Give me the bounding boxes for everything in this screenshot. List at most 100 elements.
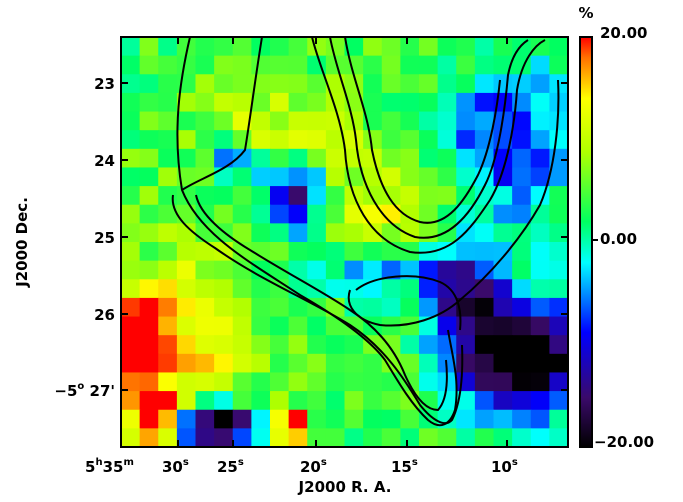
heatmap-cell [176, 148, 197, 169]
heatmap-cell [474, 55, 495, 75]
heatmap-cell [325, 335, 346, 355]
heatmap-cell [474, 111, 495, 131]
heatmap-cell [512, 279, 532, 299]
heatmap-cell [214, 92, 234, 113]
heatmap-cell [158, 242, 178, 262]
heatmap-cell [474, 391, 495, 411]
heatmap-cell [400, 148, 420, 169]
heatmap-cell [158, 391, 178, 411]
heatmap-cell [344, 391, 364, 411]
heatmap-cell [530, 372, 550, 392]
heatmap-cell [121, 353, 141, 374]
heatmap-cell [381, 37, 401, 57]
heatmap-cell [176, 316, 197, 336]
heatmap-cell [270, 316, 290, 336]
heatmap-cell [307, 148, 327, 169]
heatmap-cell [270, 335, 290, 355]
heatmap-cell [307, 391, 327, 411]
heatmap-cell [307, 335, 327, 355]
heatmap-cell [121, 55, 141, 75]
heatmap-cell [344, 55, 364, 75]
heatmap-cell [139, 242, 159, 262]
heatmap-cell [363, 260, 383, 280]
contour-line [171, 194, 464, 425]
heatmap-cell [232, 186, 252, 206]
heatmap-cell [474, 409, 495, 429]
heatmap-cell [363, 37, 383, 57]
x-tick-label: 25s [217, 457, 244, 476]
heatmap-cell [437, 130, 457, 150]
heatmap-cell [381, 167, 401, 187]
heatmap-cell [549, 204, 569, 224]
heatmap-cell [270, 223, 290, 243]
heatmap-cell [419, 167, 439, 187]
heatmap-cell [288, 204, 308, 224]
heatmap-cell [363, 148, 383, 169]
heatmap-cell [549, 372, 569, 392]
heatmap-cell [121, 223, 141, 243]
heatmap-cell [325, 37, 346, 57]
heatmap-cell [530, 428, 550, 448]
heatmap-cell [400, 186, 420, 206]
heatmap-cell [121, 148, 141, 169]
heatmap-cell [363, 55, 383, 75]
heatmap-cell [512, 316, 532, 336]
heatmap-cell [493, 186, 513, 206]
heatmap-cell [456, 130, 476, 150]
heatmap-cell [139, 204, 159, 224]
heatmap-cell [530, 92, 550, 113]
heatmap-cell [530, 223, 550, 243]
heatmap-cell [437, 204, 457, 224]
heatmap-cell [121, 37, 141, 57]
heatmap-cell [344, 111, 364, 131]
heatmap-cell [474, 204, 495, 224]
heatmap-cell [381, 148, 401, 169]
heatmap-cell [493, 260, 513, 280]
heatmap-cell [456, 316, 476, 336]
heatmap-cell [270, 372, 290, 392]
x-axis-label: J2000 R. A. [298, 478, 392, 496]
heatmap-cell [270, 148, 290, 169]
heatmap-cell [400, 260, 420, 280]
heatmap-cell [381, 130, 401, 150]
heatmap-cell [232, 297, 252, 318]
heatmap-cell [325, 92, 346, 113]
heatmap-cell [251, 335, 271, 355]
heatmap-cell [549, 316, 569, 336]
heatmap-cell [232, 223, 252, 243]
heatmap-cell [214, 391, 234, 411]
heatmap-cell [512, 148, 532, 169]
heatmap-cell [512, 260, 532, 280]
heatmap-cell [512, 111, 532, 131]
heatmap-cell [419, 111, 439, 131]
heatmap-cell [493, 297, 513, 318]
heatmap-cell [363, 391, 383, 411]
heatmap-cell [512, 409, 532, 429]
heatmap-cell [437, 391, 457, 411]
heatmap-cell [400, 223, 420, 243]
heatmap-cell [307, 37, 327, 57]
contour-line [344, 36, 501, 224]
heatmap-cell [214, 204, 234, 224]
heatmap-cell [493, 335, 513, 355]
heatmap-cell [549, 428, 569, 448]
heatmap-cell [270, 92, 290, 113]
heatmap-cell [530, 316, 550, 336]
heatmap-cell [139, 428, 159, 448]
heatmap-cell [493, 391, 513, 411]
heatmap-cell [214, 297, 234, 318]
heatmap-cell [549, 167, 569, 187]
heatmap-cell [158, 111, 178, 131]
heatmap-cell [251, 167, 271, 187]
heatmap-cell [419, 279, 439, 299]
heatmap-cell [139, 148, 159, 169]
heatmap-cell [512, 204, 532, 224]
heatmap-cell [419, 353, 439, 374]
heatmap-cell [381, 186, 401, 206]
heatmap-cell [474, 372, 495, 392]
heatmap-cell [493, 55, 513, 75]
heatmap-cell [344, 74, 364, 94]
heatmap-cell [456, 92, 476, 113]
heatmap-cell [400, 92, 420, 113]
heatmap-cell [344, 223, 364, 243]
